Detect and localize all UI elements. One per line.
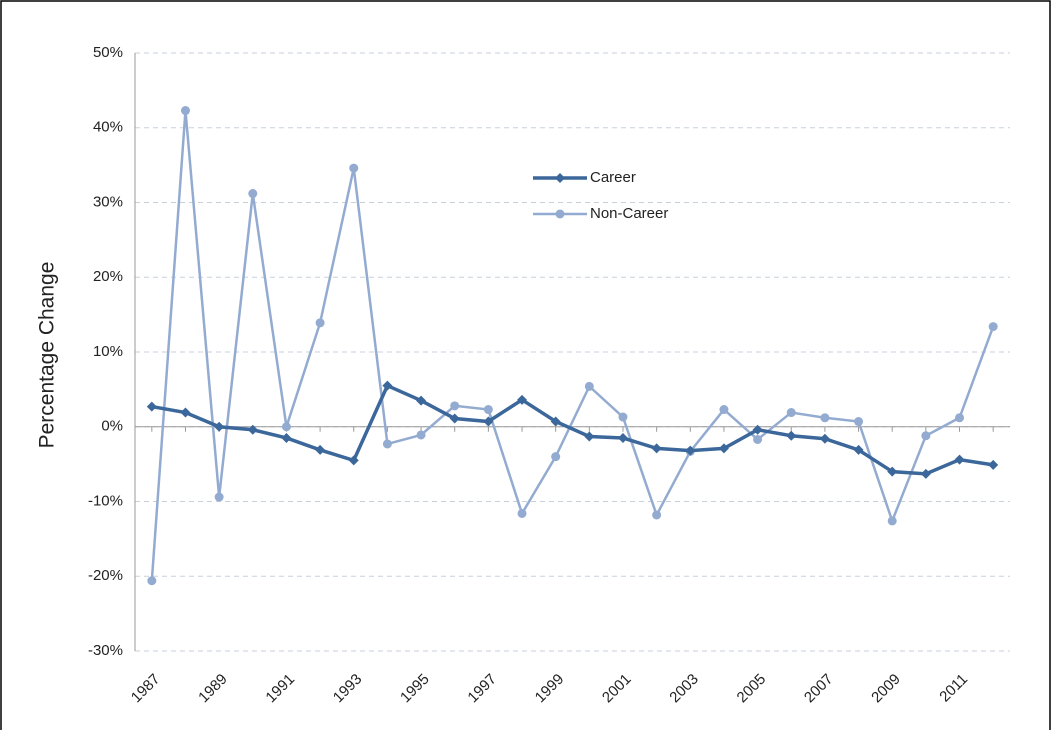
- legend-label: Non-Career: [590, 205, 668, 222]
- point: [685, 445, 696, 456]
- x-tick-label: 1993: [330, 671, 366, 707]
- point: [147, 576, 157, 586]
- legend-marker: [555, 209, 565, 219]
- point: [382, 439, 392, 449]
- point: [819, 433, 830, 444]
- point: [920, 468, 931, 479]
- point: [281, 422, 291, 432]
- point: [652, 510, 662, 520]
- point: [921, 431, 931, 441]
- x-tick-label: 2007: [801, 671, 837, 707]
- x-tick-label: 2011: [936, 671, 971, 706]
- point: [214, 421, 225, 432]
- point: [450, 401, 460, 411]
- point: [988, 459, 999, 470]
- series-line: [150, 110, 995, 581]
- point: [820, 413, 830, 423]
- point: [517, 508, 527, 518]
- point: [719, 405, 729, 415]
- point: [853, 444, 864, 455]
- y-tick-label: 40%: [93, 119, 123, 136]
- point: [247, 424, 258, 435]
- point: [382, 380, 393, 391]
- point: [483, 416, 494, 427]
- y-tick-label: 20%: [93, 268, 123, 285]
- y-tick-label: -20%: [88, 567, 123, 584]
- point: [315, 444, 326, 455]
- point: [954, 454, 965, 465]
- point: [551, 452, 561, 462]
- legend-marker: [555, 173, 565, 183]
- point: [617, 432, 628, 443]
- y-tick-label: 10%: [93, 343, 123, 360]
- point: [753, 434, 763, 444]
- point: [955, 413, 965, 423]
- point: [718, 443, 729, 454]
- x-tick-label: 1991: [262, 671, 298, 707]
- point: [651, 443, 662, 454]
- point: [146, 401, 157, 412]
- point: [248, 189, 258, 199]
- point: [854, 417, 864, 427]
- x-tick-label: 1999: [532, 671, 568, 707]
- x-tick-label: 1987: [128, 671, 164, 707]
- point: [550, 416, 561, 427]
- point: [214, 492, 224, 502]
- x-tick-label: 2005: [734, 671, 770, 707]
- point: [584, 431, 595, 442]
- point: [449, 413, 460, 424]
- y-tick-label: 50%: [93, 44, 123, 61]
- point: [483, 405, 493, 415]
- x-tick-label: 1989: [195, 671, 231, 707]
- point: [887, 466, 898, 477]
- y-axis-title: Percentage Change: [36, 262, 59, 449]
- point: [416, 395, 427, 406]
- point: [786, 408, 796, 418]
- x-tick-label: 2001: [599, 671, 635, 707]
- y-tick-label: 0%: [101, 418, 123, 435]
- y-tick-label: -10%: [88, 492, 123, 509]
- point: [887, 516, 897, 526]
- point: [348, 455, 359, 466]
- point: [180, 106, 190, 116]
- x-tick-label: 1997: [464, 671, 500, 707]
- point: [618, 412, 628, 422]
- y-tick-label: 30%: [93, 193, 123, 210]
- series-line: [151, 383, 994, 476]
- point: [988, 322, 998, 332]
- point: [349, 163, 359, 173]
- point: [180, 407, 191, 418]
- point: [416, 430, 426, 440]
- x-tick-label: 2009: [868, 671, 904, 707]
- point: [281, 432, 292, 443]
- point: [752, 424, 763, 435]
- point: [517, 394, 528, 405]
- y-tick-label: -30%: [88, 642, 123, 659]
- legend-label: Career: [590, 169, 636, 186]
- point: [584, 381, 594, 391]
- x-tick-label: 2003: [666, 671, 702, 707]
- point: [315, 318, 325, 328]
- x-tick-label: 1995: [397, 671, 433, 707]
- point: [786, 430, 797, 441]
